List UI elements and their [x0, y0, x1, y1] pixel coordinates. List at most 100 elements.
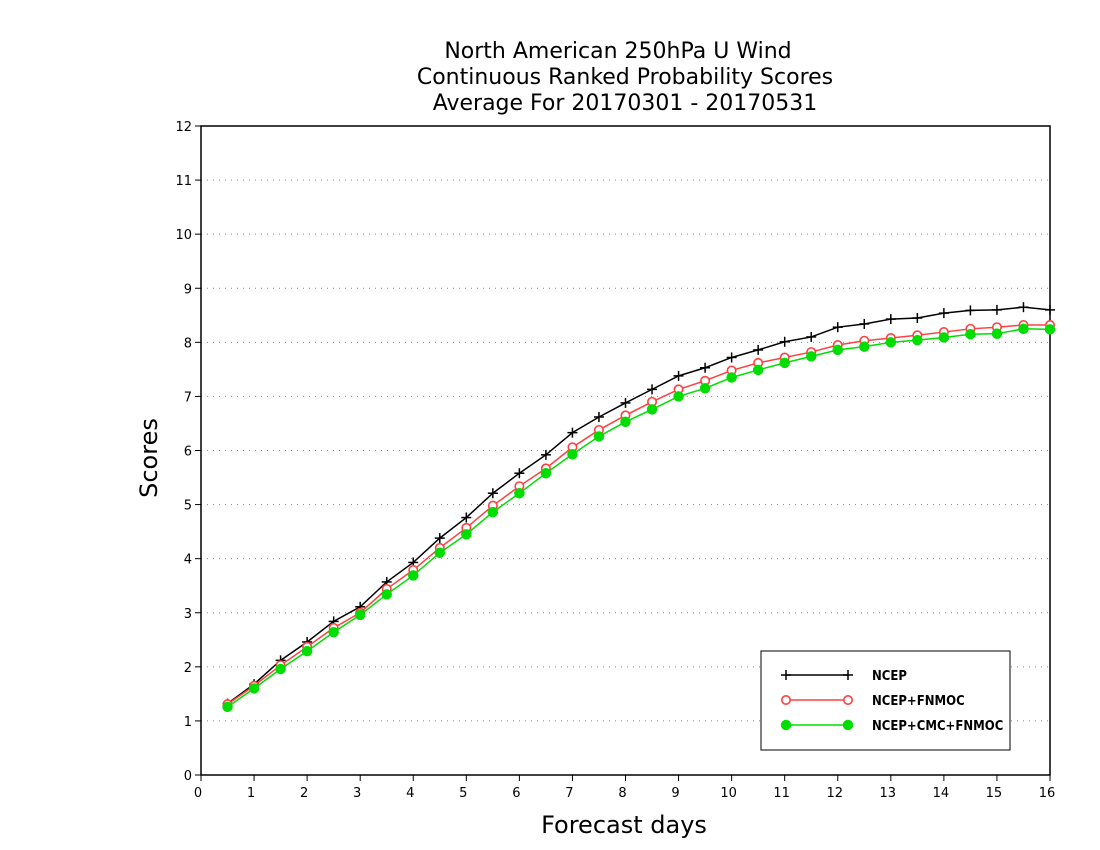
data-point	[859, 341, 870, 352]
x-tick-label: 0	[194, 786, 202, 801]
data-point	[779, 357, 790, 369]
data-point	[248, 683, 260, 694]
y-tick-label: 5	[184, 499, 192, 514]
legend-marker	[843, 670, 853, 680]
series-line	[227, 324, 1050, 705]
legend-marker	[781, 670, 791, 680]
legend-marker	[842, 694, 853, 705]
legend-entry: NCEP+CMC+FNMOC	[780, 719, 1003, 734]
data-point	[354, 609, 366, 621]
data-point	[1018, 323, 1029, 335]
data-point	[673, 370, 684, 381]
data-point	[752, 364, 764, 376]
data-point	[806, 331, 817, 342]
data-point	[859, 318, 870, 329]
data-point	[965, 305, 976, 316]
legend-label: NCEP	[872, 669, 907, 684]
x-tick-label: 1	[247, 786, 255, 801]
chart-period: Average For 20170301 - 20170531	[433, 91, 818, 116]
x-tick-label: 6	[512, 786, 520, 801]
plot-frame	[200, 125, 1051, 776]
x-tick-label: 2	[300, 786, 308, 801]
data-point	[991, 304, 1002, 315]
data-point	[699, 383, 711, 394]
y-tick-label: 4	[184, 553, 192, 568]
data-point	[1018, 302, 1029, 313]
series-1	[222, 320, 1056, 710]
data-point	[434, 547, 446, 558]
data-point	[487, 488, 498, 499]
data-point	[567, 449, 578, 460]
legend-marker	[780, 694, 791, 705]
data-point	[540, 449, 551, 460]
x-tick-label: 13	[880, 786, 897, 801]
legend-entries: NCEP NCEP+FNMOC NCEP+CMC+FNMOC	[780, 669, 1003, 734]
x-tick-label: 14	[933, 786, 950, 801]
y-tick-label: 12	[175, 120, 192, 135]
x-tick-label: 12	[826, 786, 843, 801]
data-point	[1044, 324, 1056, 335]
legend-entry: NCEP+FNMOC	[780, 694, 965, 709]
x-tick-label: 7	[565, 786, 573, 801]
data-point	[593, 411, 604, 422]
x-tick-label: 11	[773, 786, 790, 801]
y-tick-label: 2	[184, 661, 192, 676]
data-point	[540, 467, 552, 479]
grid	[201, 179, 1050, 722]
data-point	[514, 468, 525, 479]
data-point	[461, 512, 472, 523]
x-tick-label: 16	[1039, 786, 1056, 801]
chart-title: North American 250hPa U Wind	[444, 39, 791, 64]
y-tick-label: 6	[184, 445, 192, 460]
data-point	[301, 645, 313, 657]
x-tick-label: 4	[406, 786, 414, 801]
y-tick-label: 9	[184, 282, 192, 297]
legend-label: NCEP+FNMOC	[872, 694, 965, 709]
data-point	[328, 626, 339, 638]
data-point	[461, 529, 472, 540]
series-0	[222, 302, 1055, 709]
x-tick-label: 10	[720, 786, 737, 801]
data-point	[832, 344, 843, 356]
y-tick-label: 11	[175, 174, 192, 189]
data-point	[753, 344, 764, 355]
data-point	[805, 351, 817, 362]
data-point	[647, 384, 658, 395]
data-point	[593, 431, 605, 442]
x-tick-label: 9	[671, 786, 679, 801]
data-point	[912, 334, 923, 346]
y-tick-label: 0	[184, 769, 192, 784]
x-axis-label: Forecast days	[541, 811, 707, 839]
data-point	[991, 328, 1003, 339]
data-point	[275, 663, 286, 675]
y-tick-label: 3	[184, 607, 192, 622]
data-point	[885, 314, 896, 325]
data-point	[779, 336, 790, 347]
y-axis-label: Scores	[135, 418, 163, 498]
series-line	[227, 306, 1051, 705]
data-point	[726, 372, 737, 383]
y-tick-label: 10	[175, 228, 192, 243]
data-point	[514, 487, 525, 499]
data-point	[381, 589, 392, 600]
data-point	[965, 328, 976, 340]
chart-title-group: North American 250hPa U Wind Continuous …	[417, 39, 833, 116]
data-point	[487, 506, 499, 518]
data-point	[567, 427, 578, 438]
series-line	[227, 328, 1051, 708]
legend-entry: NCEP	[781, 669, 907, 684]
data-point	[408, 570, 419, 581]
y-tick-label: 7	[184, 390, 192, 405]
series-2	[222, 323, 1056, 713]
data-point	[912, 312, 923, 323]
data-point	[832, 322, 843, 333]
data-point	[620, 397, 631, 408]
legend-marker	[780, 719, 792, 731]
axis-ticks	[195, 125, 1051, 781]
x-tick-label: 5	[459, 786, 467, 801]
data-point	[646, 404, 658, 415]
chart-subtitle: Continuous Ranked Probability Scores	[417, 65, 833, 90]
data-point	[726, 352, 737, 363]
data-point	[434, 533, 445, 544]
